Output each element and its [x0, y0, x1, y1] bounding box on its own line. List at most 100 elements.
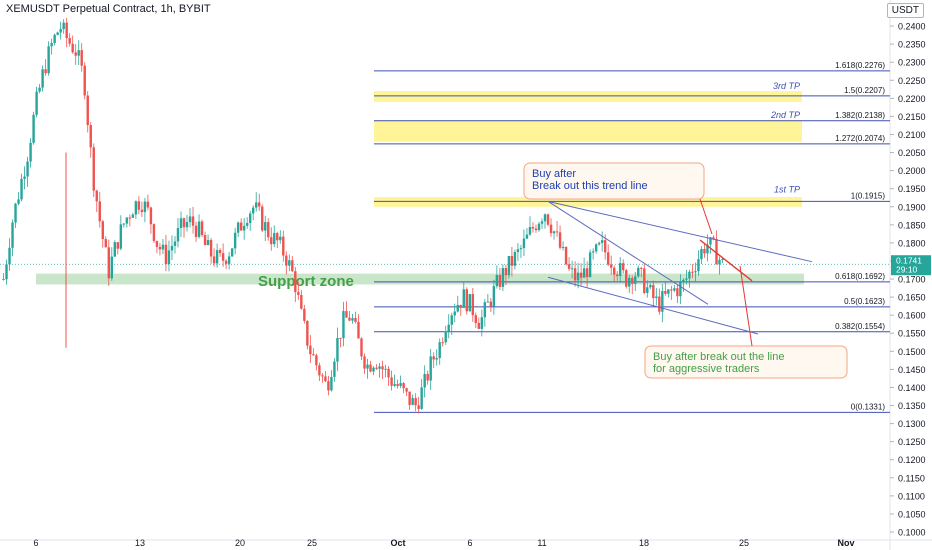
candle-body: [441, 342, 444, 344]
candle-body: [453, 311, 456, 316]
candle-body: [158, 246, 162, 250]
tp2-zone: [374, 120, 802, 142]
candle-body: [664, 291, 667, 294]
candle-body: [179, 218, 183, 229]
tp1-zone: [374, 197, 802, 207]
candle-body: [393, 384, 396, 386]
candle-body: [315, 355, 318, 366]
x-tick-label: 6: [467, 538, 472, 548]
lower-trend-line: [547, 276, 759, 335]
candle-body: [597, 242, 601, 245]
candle-body: [318, 365, 321, 376]
candle-body: [233, 232, 237, 249]
y-tick-label: 0.2250: [898, 76, 926, 86]
candle-body: [80, 50, 83, 66]
candle-body: [297, 292, 300, 295]
candle-body: [612, 267, 616, 275]
candle-body: [700, 249, 703, 260]
support-zone-label: Support zone: [258, 273, 354, 290]
candle-body: [501, 268, 505, 287]
candle-body: [486, 301, 490, 303]
candle-body: [330, 376, 333, 391]
candle-body: [116, 242, 120, 249]
candle-body: [336, 337, 339, 362]
candle-body: [420, 387, 423, 409]
candle-body: [721, 259, 724, 261]
candle-body: [74, 52, 77, 56]
candle-body: [588, 252, 592, 278]
candle-body: [236, 222, 240, 233]
candle-body: [119, 224, 123, 249]
candle-body: [688, 271, 691, 279]
candle-body: [300, 294, 303, 309]
candle-body: [396, 384, 399, 386]
y-tick-label: 0.1100: [898, 491, 925, 501]
tp-label: 1st TP: [774, 184, 800, 194]
candle-body: [11, 222, 14, 248]
candle-body: [53, 34, 56, 43]
candle-body: [606, 252, 610, 265]
candle-body: [146, 201, 150, 208]
candle-body: [324, 376, 327, 382]
candle-body: [279, 236, 282, 241]
candle-body: [531, 227, 535, 229]
currency-button[interactable]: USDT: [886, 3, 924, 18]
red-trend-line: [699, 239, 753, 282]
y-tick-label: 0.2050: [898, 148, 926, 158]
tp-label: 3rd TP: [773, 81, 800, 91]
candle-body: [390, 377, 393, 386]
candle-body: [261, 206, 264, 231]
candle-body: [8, 247, 11, 265]
candle-body: [134, 201, 138, 215]
candle-body: [619, 263, 622, 277]
candle-body: [98, 201, 101, 222]
candle-body: [149, 207, 153, 225]
candle-body: [170, 245, 174, 251]
candle-body: [616, 274, 619, 277]
candle-body: [417, 405, 420, 409]
y-tick-label: 0.1500: [898, 347, 926, 357]
candle-body: [552, 231, 556, 234]
candle-body: [670, 289, 673, 291]
candle-body: [652, 285, 655, 298]
candle-body: [649, 285, 652, 288]
candle-body: [29, 142, 32, 162]
candle-body: [444, 331, 447, 343]
candle-body: [492, 286, 496, 307]
candle-body: [483, 302, 487, 318]
y-tick-label: 0.2300: [898, 58, 926, 68]
candle-body: [679, 282, 682, 297]
y-tick-label: 0.1900: [898, 202, 926, 212]
candle-body: [543, 214, 547, 222]
candle-body: [525, 234, 529, 239]
x-tick-label: Nov: [837, 538, 854, 548]
candle-body: [640, 267, 643, 269]
candle-body: [489, 301, 493, 307]
candle-body: [128, 217, 132, 219]
note-arrow: [699, 198, 713, 235]
candle-body: [546, 214, 550, 225]
candle-body: [267, 222, 270, 238]
y-tick-label: 0.1600: [898, 311, 926, 321]
fib-label: 1.618(0.2276): [835, 61, 885, 70]
candle-body: [435, 358, 438, 360]
candle-body: [516, 249, 520, 253]
candle-body: [65, 22, 68, 39]
candle-body: [573, 268, 577, 281]
candle-body: [285, 255, 288, 266]
candle-body: [540, 221, 544, 224]
buy-breakout-note-text: Buy after: [532, 168, 576, 180]
countdown-label: 29:10: [896, 265, 918, 275]
candles: [2, 17, 724, 414]
candle-body: [255, 202, 258, 208]
candle-body: [622, 263, 625, 271]
candle-body: [513, 252, 517, 266]
candle-body: [20, 178, 23, 200]
candle-body: [83, 65, 86, 96]
candle-body: [209, 240, 213, 257]
fib-label: 0.618(0.1692): [835, 272, 885, 281]
candle-body: [495, 275, 499, 287]
